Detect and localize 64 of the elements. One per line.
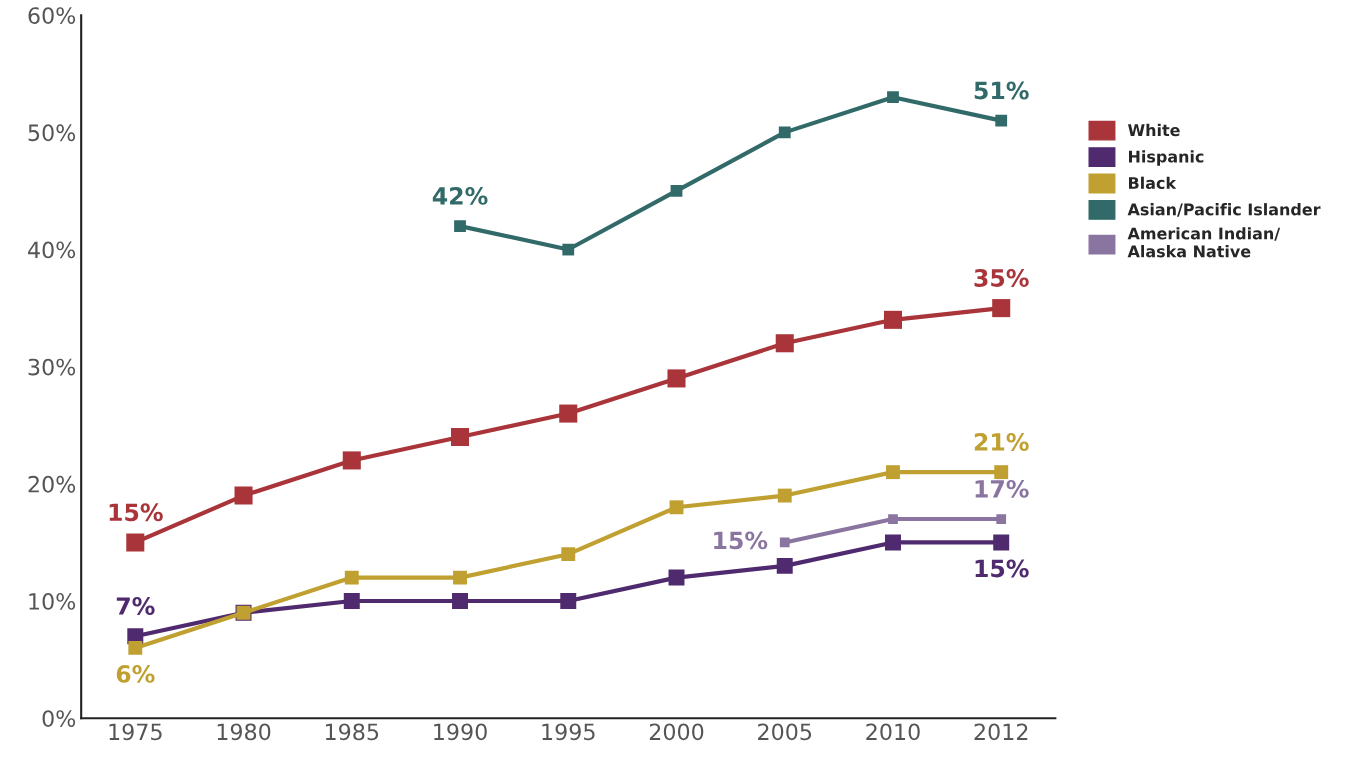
data-label: 6% <box>116 664 155 683</box>
point <box>452 593 469 610</box>
y-tick-label: 10% <box>29 592 76 610</box>
point <box>670 185 683 197</box>
legend-label: White <box>1128 123 1180 137</box>
data-label: 51% <box>974 81 1029 100</box>
data-label: 35% <box>974 269 1029 287</box>
point <box>994 465 1009 480</box>
x-tick-label: 1985 <box>325 723 379 741</box>
y-tick-label: 60% <box>28 7 76 24</box>
point <box>128 640 143 655</box>
point <box>454 220 466 232</box>
y-tick-label: 50% <box>28 124 76 142</box>
data-label: 7% <box>116 597 155 615</box>
point <box>776 557 793 574</box>
point <box>779 537 790 548</box>
data-label: 15% <box>975 559 1029 578</box>
point <box>344 570 359 585</box>
point <box>777 488 792 503</box>
y-tick-label: 40% <box>28 241 76 259</box>
data-label: 21% <box>974 433 1029 451</box>
x-tick-label: 2000 <box>649 723 704 741</box>
point <box>992 299 1011 318</box>
point <box>126 533 145 552</box>
y-tick-label: 20% <box>28 475 76 493</box>
point <box>562 243 575 256</box>
point <box>668 569 685 586</box>
point <box>561 547 576 562</box>
data-label: 15% <box>109 503 163 522</box>
point <box>450 427 470 447</box>
point <box>996 514 1007 524</box>
legend-label: American Indian/ Alaska Native <box>1127 227 1281 258</box>
point <box>667 369 686 388</box>
point <box>342 451 361 470</box>
point <box>886 465 900 480</box>
x-tick-label: 2005 <box>758 723 812 741</box>
point <box>560 593 577 610</box>
data-label: 17% <box>975 479 1029 498</box>
point <box>778 126 791 139</box>
point <box>669 500 684 515</box>
y-tick-label: 0% <box>42 710 76 727</box>
point <box>995 114 1008 127</box>
data-label: 42% <box>432 187 488 205</box>
point <box>775 334 794 353</box>
point <box>888 514 898 524</box>
point <box>993 534 1010 551</box>
x-tick-label: 1995 <box>542 723 595 741</box>
x-tick-label: 1975 <box>109 723 162 741</box>
data-label: 15% <box>714 531 768 550</box>
x-tick-label: 2010 <box>866 723 920 741</box>
point <box>884 534 901 551</box>
x-tick-label: 1980 <box>217 723 271 741</box>
y-tick-label: 30% <box>28 358 76 376</box>
x-tick-label: 1990 <box>434 723 487 741</box>
point <box>234 486 253 505</box>
legend-label: Hispanic <box>1129 150 1204 166</box>
legend-label: Black <box>1129 176 1177 190</box>
legend-label: Asian/Pacific Islander <box>1127 203 1321 217</box>
x-tick-label: 2012 <box>974 723 1028 741</box>
point <box>559 404 578 423</box>
point <box>883 310 903 329</box>
point <box>453 570 467 585</box>
point <box>343 593 360 610</box>
point <box>887 91 899 104</box>
